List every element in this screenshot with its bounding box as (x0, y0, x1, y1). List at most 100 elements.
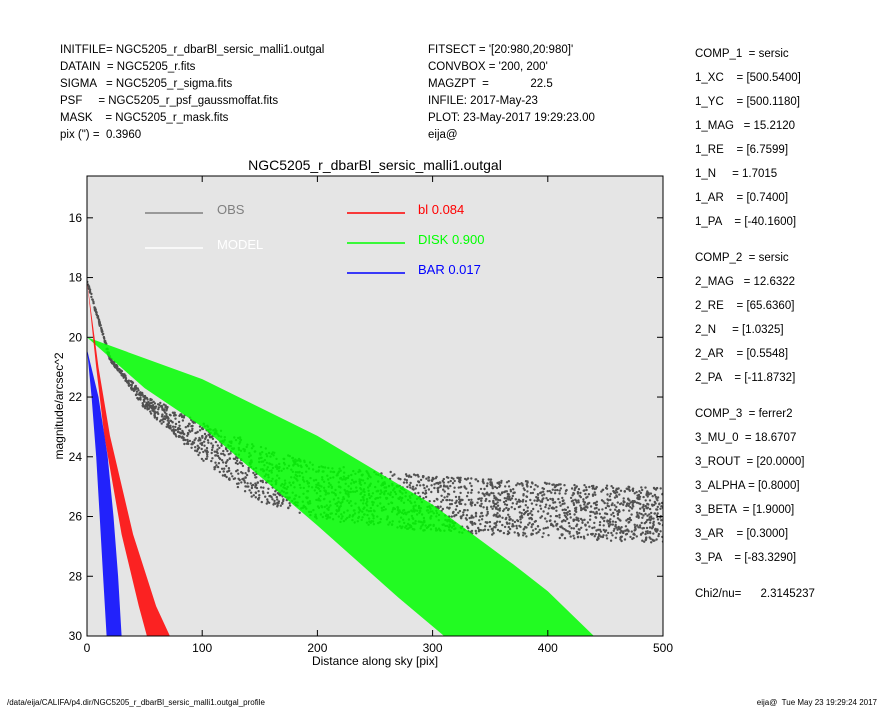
obs-point (640, 486, 643, 489)
obs-point (556, 515, 559, 518)
obs-point (630, 507, 634, 510)
obs-point (646, 492, 649, 495)
obs-point (534, 527, 537, 531)
component-param-line: 3_ROUT = [20.0000] (695, 456, 805, 468)
obs-point (274, 490, 277, 493)
obs-point (501, 516, 504, 519)
obs-point (614, 508, 617, 511)
obs-point (493, 522, 496, 525)
obs-point (631, 537, 634, 541)
obs-point (399, 478, 402, 481)
obs-point (563, 502, 566, 505)
obs-point (216, 448, 219, 451)
obs-point (288, 504, 292, 507)
obs-point (501, 491, 504, 494)
obs-point (526, 490, 529, 493)
obs-point (574, 486, 577, 490)
obs-point (561, 508, 564, 512)
obs-point (616, 513, 620, 516)
obs-point (193, 439, 196, 442)
obs-point (459, 502, 463, 506)
obs-point (465, 487, 468, 490)
obs-point (582, 535, 586, 538)
obs-point (163, 408, 166, 411)
obs-point (188, 439, 192, 443)
obs-point (566, 517, 569, 521)
obs-point (593, 512, 597, 515)
obs-point (558, 489, 561, 492)
obs-point (517, 533, 520, 536)
obs-point (176, 427, 180, 430)
obs-point (598, 534, 601, 537)
obs-point (172, 414, 176, 417)
obs-point (622, 501, 626, 504)
obs-point (562, 519, 565, 522)
obs-point (100, 326, 103, 330)
obs-point (433, 499, 436, 503)
obs-point (542, 532, 545, 535)
obs-point (146, 405, 149, 409)
obs-point (499, 493, 502, 496)
obs-point (498, 484, 502, 487)
obs-point (147, 407, 151, 410)
obs-point (609, 539, 613, 542)
obs-point (236, 469, 239, 472)
obs-point (653, 512, 657, 515)
obs-point (533, 499, 536, 502)
obs-point (479, 522, 482, 526)
obs-point (129, 383, 133, 387)
obs-point (262, 492, 265, 495)
obs-point (415, 484, 419, 487)
obs-point (204, 436, 207, 439)
obs-point (557, 497, 560, 501)
obs-point (250, 484, 254, 487)
obs-point (447, 481, 450, 484)
obs-point (644, 499, 647, 502)
obs-point (165, 414, 168, 418)
obs-point (522, 534, 525, 537)
obs-point (628, 499, 631, 502)
obs-point (169, 419, 172, 422)
obs-point (213, 468, 216, 471)
obs-point (90, 295, 93, 299)
obs-point (512, 488, 515, 491)
obs-point (485, 508, 489, 511)
obs-point (184, 438, 187, 442)
obs-point (602, 500, 605, 503)
obs-point (605, 537, 609, 540)
component-param-line: 1_RE = [6.7599] (695, 144, 789, 156)
obs-point (149, 412, 153, 415)
obs-point (416, 473, 419, 477)
obs-point (179, 427, 182, 431)
obs-point (550, 491, 553, 494)
obs-point (618, 493, 621, 496)
obs-point (441, 507, 445, 511)
obs-point (504, 499, 508, 503)
obs-point (563, 528, 566, 531)
obs-point (425, 485, 429, 488)
obs-point (419, 478, 423, 482)
obs-point (656, 528, 659, 531)
obs-point (448, 498, 451, 502)
obs-point (564, 492, 567, 495)
obs-point (512, 491, 515, 495)
header-left-line: SIGMA = NGC5205_r_sigma.fits (60, 78, 233, 90)
obs-point (629, 535, 632, 539)
component-param-line: COMP_1 = sersic (695, 48, 789, 60)
obs-point (218, 470, 221, 474)
obs-point (492, 492, 495, 495)
obs-point (658, 502, 661, 505)
obs-point (477, 528, 481, 532)
obs-point (525, 535, 528, 538)
obs-point (208, 435, 212, 438)
obs-point (150, 398, 153, 401)
component-param-line: 3_BETA = [1.9000] (695, 504, 795, 516)
obs-point (650, 517, 653, 520)
obs-point (549, 519, 552, 522)
obs-point (254, 491, 257, 494)
obs-point (474, 529, 477, 533)
obs-point (160, 422, 163, 425)
obs-point (588, 501, 591, 505)
y-tick-label: 22 (69, 390, 83, 404)
obs-point (652, 532, 655, 535)
